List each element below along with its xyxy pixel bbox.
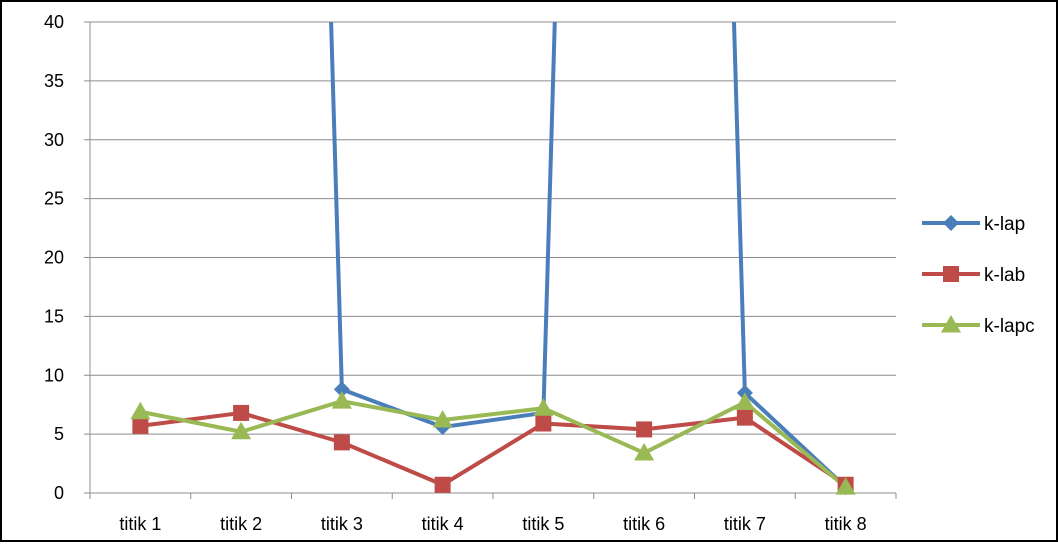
data-point-k-lapc [130,401,151,420]
gridlines [90,21,896,435]
data-point-k-lapc [634,442,655,461]
data-point-k-lapc [734,392,755,410]
y-tick-label: 10 [44,365,64,385]
legend-label-k-lap: k-lap [984,214,1025,235]
data-point-k-lab [636,421,653,438]
legend-label-k-lab: k-lab [984,265,1025,286]
x-tick-label: titik 4 [422,514,464,534]
data-point-k-lap [333,381,350,398]
y-tick-label: 20 [44,248,64,268]
series-line-k-lab [140,410,847,487]
legend-marker-k-lapc [941,315,961,333]
data-point-k-lapc [533,398,554,416]
data-point-k-lapc [835,477,856,495]
y-tick-label: 35 [44,71,64,91]
data-point-k-lab [535,415,552,432]
legend-marker-k-lab [943,266,959,282]
data-point-k-lapc [432,409,453,428]
legend: k-lap k-lab k-lapc [922,214,1035,337]
series-line-k-lapc [139,399,847,489]
data-point-k-lab [434,476,451,493]
data-point-k-lab [736,409,753,426]
x-tick-label: titik 3 [321,514,363,534]
y-tick-label: 25 [44,189,64,209]
x-tick-label: titik 2 [220,514,262,534]
data-point-k-lab [132,417,149,434]
tick-labels: 0 5 10 15 20 25 30 35 40 titik 1 titik 2 titik 3 tit… [44,12,867,534]
data-point-k-lapc [331,391,352,409]
data-point-k-lab [333,434,350,451]
y-tick-label: 0 [54,483,64,503]
x-tick-label: titik 1 [119,514,161,534]
x-tick-label: titik 8 [825,514,867,534]
data-point-k-lab [233,404,250,421]
axes [84,21,897,499]
x-tick-label: titik 7 [724,514,766,534]
series-markers [130,381,856,496]
y-tick-label: 30 [44,130,64,150]
y-tick-label: 40 [44,12,64,32]
legend-label-k-lapc: k-lapc [984,316,1035,337]
y-tick-label: 15 [44,306,64,326]
x-tick-label: titik 5 [522,514,564,534]
x-tick-label: titik 6 [623,514,665,534]
data-point-k-lapc [231,421,252,440]
y-tick-label: 5 [54,424,64,444]
legend-marker-k-lap [943,215,959,231]
